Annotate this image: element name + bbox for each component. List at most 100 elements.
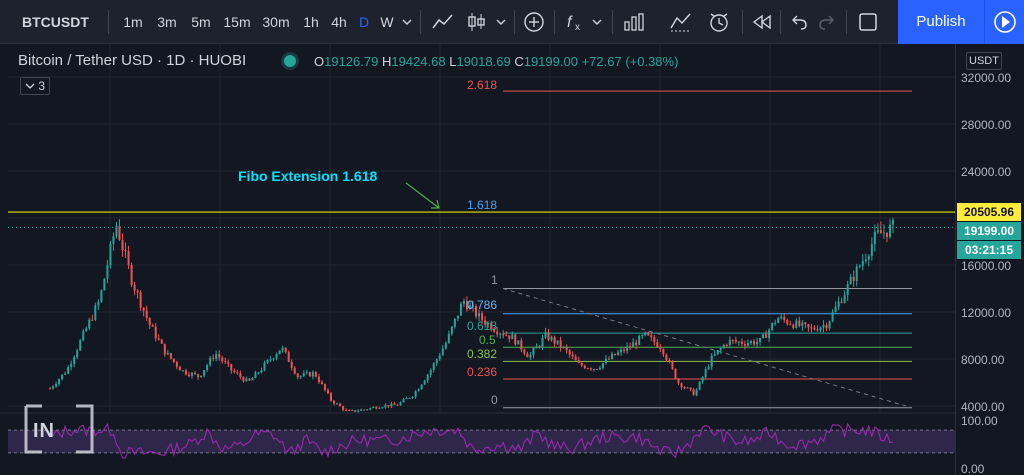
candlestick-series <box>49 217 894 413</box>
candle-body <box>408 397 411 399</box>
interval-1h[interactable]: 1h <box>303 14 319 30</box>
candle-body <box>577 360 580 363</box>
fib-level-0236-label: 0.236 <box>467 365 498 379</box>
candle-body <box>783 316 786 320</box>
interval-5m[interactable]: 5m <box>191 14 211 30</box>
candle-body <box>598 367 601 370</box>
play-button[interactable] <box>984 0 1024 44</box>
candle-body <box>876 230 879 232</box>
alert-icon[interactable] <box>706 10 732 34</box>
candle-body <box>592 369 595 371</box>
candle-body <box>574 356 577 361</box>
candle-body <box>544 332 547 338</box>
candle-body <box>302 373 305 377</box>
candle-body <box>106 265 109 279</box>
fullscreen-icon[interactable] <box>856 10 880 34</box>
candle-body <box>843 294 846 303</box>
toolbar-divider <box>514 10 515 34</box>
osc-tick-label: 100.00 <box>961 414 998 428</box>
candle-body <box>653 337 656 343</box>
templates-icon[interactable] <box>622 10 646 34</box>
interval-30m[interactable]: 30m <box>262 14 290 30</box>
candle-body <box>423 380 426 385</box>
candle-body <box>200 375 203 378</box>
candle-body <box>804 322 807 325</box>
candle-body <box>206 365 209 371</box>
ohlc-legend: O19126.79 H19424.68 L19018.69 C19199.00 … <box>314 54 678 69</box>
publish-button[interactable]: Publish <box>898 0 984 44</box>
candle-body <box>363 409 366 411</box>
candle-body <box>710 355 713 367</box>
interval-3m[interactable]: 3m <box>157 14 177 30</box>
interval-4h[interactable]: 4h <box>331 14 347 30</box>
candle-body <box>607 358 610 360</box>
currency-button[interactable]: USDT <box>966 52 1002 70</box>
toolbar-divider <box>742 10 743 34</box>
chevron-down-icon[interactable] <box>494 10 508 34</box>
candle-body <box>203 370 206 376</box>
interval-1d[interactable]: D <box>358 14 370 30</box>
candle-body <box>734 340 737 342</box>
candle-body <box>429 370 432 375</box>
candle-body <box>85 328 88 332</box>
candle-body <box>487 322 490 325</box>
candle-body <box>272 358 275 360</box>
candle-body <box>547 332 550 341</box>
chart-title[interactable]: Bitcoin / Tether USD · 1D · HUOBI <box>18 52 247 69</box>
candle-body <box>813 327 816 330</box>
chevron-down-icon[interactable] <box>400 10 414 34</box>
close-key: C <box>514 54 524 69</box>
candle-body <box>737 341 740 343</box>
fib-trend-line <box>502 288 913 409</box>
symbol-search-button[interactable]: BTCUSDT <box>22 14 89 30</box>
candle-body <box>662 349 665 355</box>
candle-body <box>719 348 722 351</box>
interval-1w[interactable]: W <box>380 14 394 30</box>
compare-icon[interactable] <box>668 10 694 34</box>
candle-body <box>387 405 390 407</box>
candle-body <box>233 370 236 373</box>
candle-body <box>381 407 384 409</box>
candle-body <box>604 358 607 364</box>
candle-body <box>638 335 641 345</box>
indicators-toggle[interactable]: 3 <box>20 77 50 95</box>
axis-tick-label: 28000.00 <box>961 118 1012 132</box>
fibo-extension-note[interactable]: Fibo Extension 1.618 <box>238 168 378 184</box>
candle-body <box>465 301 468 310</box>
redo-icon[interactable] <box>816 10 838 34</box>
candle-body <box>351 410 354 412</box>
candle-body <box>124 249 127 251</box>
candle-body <box>879 230 882 234</box>
fib-extension-1618-label: 1.618 <box>467 198 498 212</box>
line-chart-icon[interactable] <box>430 10 456 34</box>
interval-1m[interactable]: 1m <box>123 14 143 30</box>
price-axis[interactable] <box>955 44 1024 475</box>
candle-body <box>76 350 79 358</box>
chevron-down-icon[interactable] <box>590 10 604 34</box>
candles-icon[interactable] <box>464 10 488 34</box>
candle-body <box>64 373 67 375</box>
candle-body <box>336 403 339 405</box>
candle-body <box>354 410 357 412</box>
candle-body <box>142 307 145 311</box>
undo-icon[interactable] <box>788 10 810 34</box>
fib-level-0786-label: 0.786 <box>467 298 498 312</box>
axis-tick-label: 8000.00 <box>961 353 1005 367</box>
replay-icon[interactable] <box>750 10 774 34</box>
candle-body <box>151 324 154 327</box>
open-key: O <box>314 54 325 69</box>
candle-body <box>571 354 574 357</box>
candle-body <box>834 306 837 313</box>
candle-body <box>209 357 212 366</box>
candle-body <box>873 231 876 245</box>
add-indicator-icon[interactable] <box>522 10 546 34</box>
candle-body <box>459 303 462 316</box>
interval-15m[interactable]: 15m <box>223 14 251 30</box>
candle-body <box>212 357 215 359</box>
candle-body <box>121 239 124 250</box>
candle-body <box>284 347 287 353</box>
bar-countdown-tag: 03:21:15 <box>957 241 1021 259</box>
candle-body <box>626 346 629 351</box>
